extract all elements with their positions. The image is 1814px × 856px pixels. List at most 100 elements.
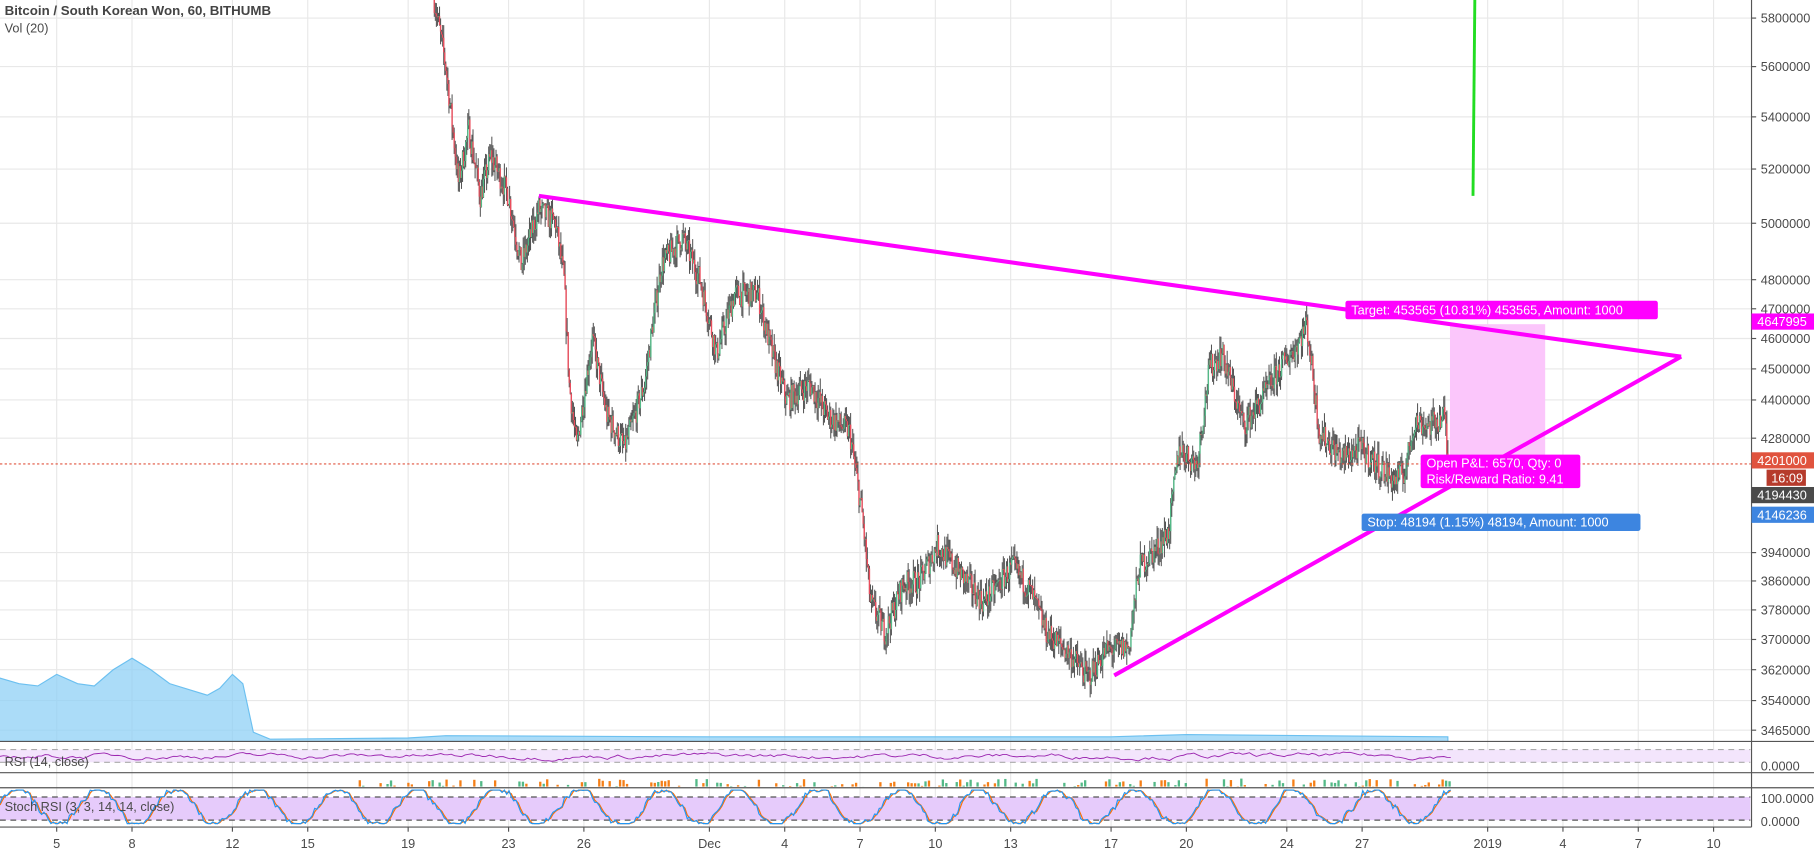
candle-body <box>433 0 435 13</box>
candle-body <box>1098 660 1101 664</box>
candle-body <box>1414 427 1417 432</box>
candle-body <box>580 421 582 435</box>
candle-body <box>1133 599 1135 612</box>
candle-body <box>620 433 623 435</box>
histogram-bar <box>1413 784 1417 787</box>
candle-body <box>883 618 885 642</box>
target-label-box[interactable] <box>1345 300 1658 320</box>
candle-body <box>1279 376 1282 378</box>
candle-body <box>987 586 990 606</box>
candle-body <box>453 132 455 149</box>
candle-body <box>1142 554 1145 562</box>
candle-body <box>668 251 671 262</box>
candle-body <box>922 565 924 572</box>
histogram-bar <box>452 785 455 787</box>
candle-body <box>757 288 760 293</box>
stop-label-box[interactable] <box>1361 513 1641 531</box>
candle-body <box>765 322 767 335</box>
candle-body <box>495 156 497 166</box>
histogram-bar <box>917 783 920 787</box>
histogram-bar <box>1028 780 1031 787</box>
rr-label: Risk/Reward Ratio: 9.41 <box>1426 472 1563 487</box>
candle-body <box>1218 360 1220 370</box>
candle-body <box>694 259 696 273</box>
candle-body <box>1007 578 1010 582</box>
candle-body <box>892 602 895 611</box>
candle-body <box>911 584 914 593</box>
candle-body <box>750 282 752 302</box>
candle-body <box>632 415 634 420</box>
histogram-bar <box>525 783 528 787</box>
histogram-bar <box>993 783 997 787</box>
candle-body <box>463 161 466 167</box>
candle-body <box>748 288 750 307</box>
candle-body <box>1041 609 1043 626</box>
candle-body <box>915 591 918 594</box>
candle-body <box>605 405 607 408</box>
histogram-bar <box>1368 779 1371 787</box>
candle-body <box>568 370 570 383</box>
candle-body <box>953 569 955 574</box>
candle-body <box>1228 367 1230 372</box>
candle-body <box>879 607 881 611</box>
candle-body <box>1236 400 1239 409</box>
candle-body <box>728 305 730 319</box>
histogram-bar <box>1243 785 1246 787</box>
price-axis[interactable]: 5800000 5600000 5400000 5200000 5000000 48000… <box>1751 11 1811 738</box>
candle-body <box>797 395 800 405</box>
candle-body <box>434 12 437 14</box>
candle-body <box>1437 427 1440 432</box>
candle-body <box>1243 413 1245 423</box>
candle-body <box>773 345 775 352</box>
candle-body <box>717 342 719 359</box>
candle-body <box>566 331 568 333</box>
candle-body <box>631 419 633 422</box>
pnl-label-box[interactable] <box>1420 454 1581 489</box>
candle-body <box>1005 566 1008 577</box>
candle-body <box>788 392 790 395</box>
candle-body <box>813 385 815 402</box>
candle-body <box>961 567 964 570</box>
candle-body <box>1344 446 1347 461</box>
time-tick-label: 2019 <box>1473 836 1501 851</box>
candle-body <box>478 181 480 197</box>
candle-body <box>772 345 774 358</box>
candle-body <box>737 285 740 298</box>
candle-body <box>1213 361 1216 371</box>
candle-body <box>1412 435 1415 439</box>
histogram-bar <box>393 785 396 787</box>
candle-body <box>933 549 935 564</box>
histogram-bar <box>736 785 740 787</box>
candle-body <box>1194 459 1196 470</box>
candle-body <box>822 408 825 415</box>
candle-body <box>764 322 766 331</box>
time-axis[interactable]: 5 8 12 15 19 23 26 Dec 4 7 10 13 17 20 24 27 2019 4 7 10 <box>53 827 1721 851</box>
candle-body <box>870 594 873 602</box>
candle-body <box>1176 456 1178 471</box>
candle-body <box>817 397 819 409</box>
candle-body <box>1099 660 1102 667</box>
candle-body <box>652 326 654 333</box>
candle-body <box>587 370 589 376</box>
candle-body <box>1168 531 1171 539</box>
candle-body <box>1370 454 1373 462</box>
price-tick-label: 5400000 <box>1761 109 1811 124</box>
histogram-bar <box>1205 778 1208 787</box>
candle-body <box>1000 588 1002 590</box>
candle-body <box>661 257 664 276</box>
candle-body <box>1267 384 1269 386</box>
candle-body <box>1290 351 1292 355</box>
price-tick-label: 4400000 <box>1761 393 1811 408</box>
candle-body <box>774 351 776 374</box>
candle-body <box>1188 461 1191 463</box>
candle-body <box>1161 537 1164 554</box>
candle-body <box>1022 568 1024 593</box>
histogram-bar <box>556 784 559 787</box>
candle-body <box>1272 385 1274 389</box>
candle-body <box>982 599 985 612</box>
candle-body <box>1225 364 1227 374</box>
candle-body <box>443 37 445 53</box>
candle-body <box>658 274 660 293</box>
candle-body <box>1254 400 1257 419</box>
